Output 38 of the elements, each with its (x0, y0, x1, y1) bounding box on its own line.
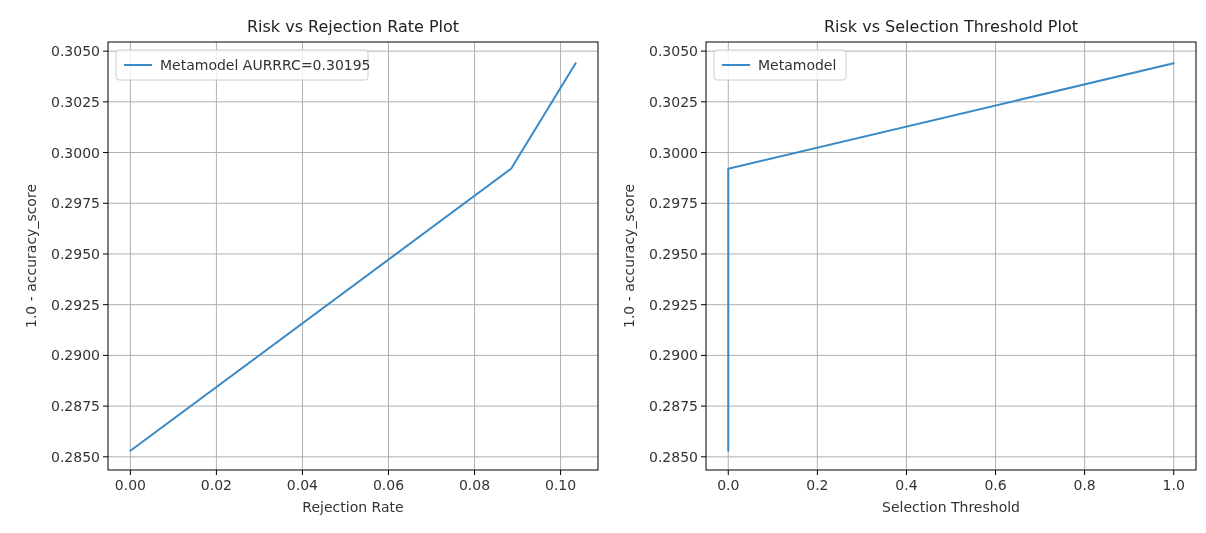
x-tick-label: 0.08 (458, 477, 491, 493)
y-axis-title: 1.0 - accuracy_score (621, 184, 637, 328)
legend-label: Metamodel AURRRC=0.30195 (160, 57, 371, 73)
y-tick-label: 0.2925 (649, 296, 698, 313)
x-tick-label: 0.2 (806, 477, 829, 493)
y-tick-label: 0.3025 (51, 93, 100, 110)
x-tick-label: 0.4 (895, 477, 918, 493)
y-tick-label: 0.3000 (649, 144, 698, 161)
chart-title: Risk vs Selection Threshold Plot (823, 17, 1079, 36)
y-tick-label: 0.2900 (649, 347, 698, 364)
y-tick-label: 0.2975 (51, 195, 100, 212)
x-axis-title: Selection Threshold (882, 499, 1020, 515)
x-tick-label: 0.02 (200, 477, 232, 493)
y-tick-label: 0.2850 (649, 448, 698, 465)
x-tick-label: 0.10 (544, 477, 577, 493)
y-tick-label: 0.3050 (51, 43, 100, 60)
y-tick-label: 0.2950 (51, 245, 100, 262)
y-tick-label: 0.2875 (649, 398, 698, 415)
legend-label: Metamodel (758, 57, 837, 73)
y-tick-label: 0.2875 (51, 398, 100, 415)
y-tick-label: 0.2900 (51, 347, 100, 364)
x-tick-label: 0.00 (114, 477, 146, 493)
x-tick-label: 0.04 (286, 477, 319, 493)
y-axis-title: 1.0 - accuracy_score (23, 184, 39, 328)
x-tick-label: 0.06 (372, 477, 405, 493)
chart-title: Risk vs Rejection Rate Plot (246, 17, 460, 36)
y-tick-label: 0.2950 (649, 245, 698, 262)
y-tick-label: 0.3050 (649, 43, 698, 60)
x-tick-label: 1.0 (1162, 477, 1185, 493)
y-tick-label: 0.2850 (51, 448, 100, 465)
y-tick-label: 0.2975 (649, 195, 698, 212)
x-axis-title: Rejection Rate (302, 499, 404, 515)
y-tick-label: 0.3025 (649, 93, 698, 110)
y-tick-label: 0.3000 (51, 144, 100, 161)
x-tick-label: 0.8 (1073, 477, 1096, 493)
x-tick-label: 0.6 (984, 477, 1007, 493)
x-tick-label: 0.0 (717, 477, 740, 493)
y-tick-label: 0.2925 (51, 296, 100, 313)
